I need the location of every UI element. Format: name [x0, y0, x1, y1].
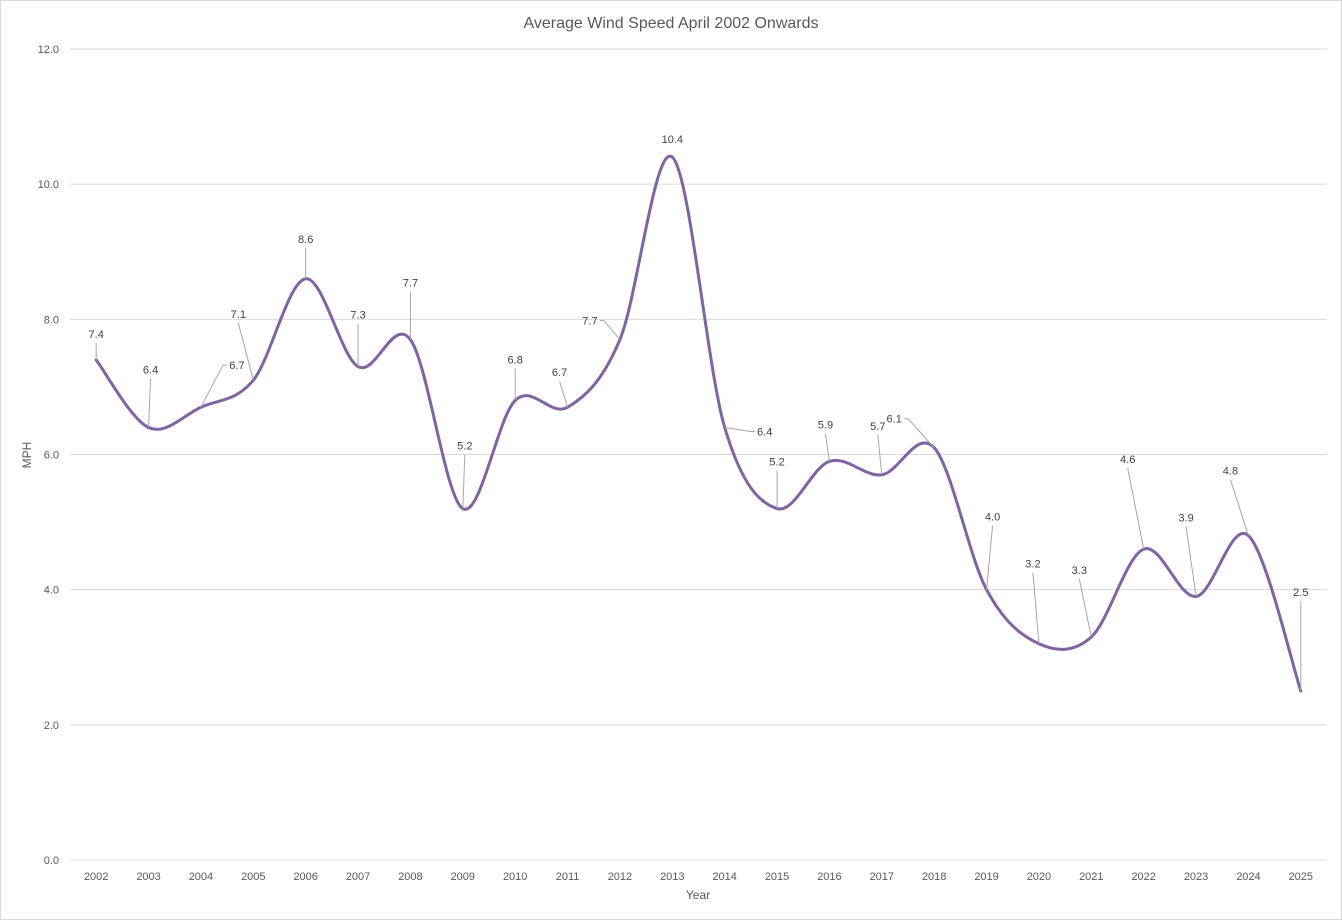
label-leader-line [1185, 526, 1197, 597]
x-tick-label: 2019 [974, 871, 998, 883]
data-label: 5.2 [769, 457, 784, 469]
data-label: 10.4 [662, 134, 683, 146]
x-tick-label: 2021 [1079, 871, 1103, 883]
label-leader-line [462, 454, 466, 509]
series-line [94, 154, 1303, 693]
data-label: 5.7 [870, 421, 885, 433]
x-tick-label: 2022 [1131, 871, 1155, 883]
label-leader-line [559, 381, 569, 408]
x-tick-label: 2012 [608, 871, 632, 883]
data-label: 4.6 [1120, 454, 1135, 466]
y-tick-label: 8.0 [44, 314, 59, 326]
label-leader-line [904, 418, 935, 449]
y-axis-title: MPH [20, 442, 34, 469]
data-label: 6.4 [757, 426, 772, 438]
data-label: 4.8 [1223, 466, 1238, 478]
label-leader-line [824, 433, 830, 462]
x-tick-label: 2017 [870, 871, 894, 883]
x-tick-label: 2008 [398, 871, 422, 883]
x-axis-ticks: 2002 2003 2004 2005 2006 2007 2008 2009 2010 2011… [84, 871, 1313, 883]
y-tick-label: 4.0 [44, 585, 59, 597]
label-leader-line [1229, 479, 1249, 536]
label-leader-line [986, 525, 994, 590]
data-label: 6.7 [552, 367, 567, 379]
x-tick-label: 2010 [503, 871, 527, 883]
x-tick-label: 2016 [817, 871, 841, 883]
data-label: 7.7 [403, 278, 418, 290]
label-leader-line [1078, 578, 1092, 638]
x-tick-label: 2002 [84, 871, 108, 883]
x-tick-label: 2013 [660, 871, 684, 883]
y-tick-label: 0.0 [44, 855, 59, 867]
data-label: 3.9 [1178, 512, 1193, 524]
data-label: 6.8 [508, 354, 523, 366]
data-label: 3.2 [1025, 559, 1040, 571]
y-axis-ticks: 0.0 2.0 4.0 6.0 8.0 10.0 12.0 [38, 44, 59, 867]
data-label: 6.4 [143, 364, 158, 376]
label-leader-line [200, 364, 227, 408]
label-leader-line [877, 434, 883, 475]
label-leader-line [1127, 468, 1145, 550]
data-label: 7.3 [350, 310, 365, 322]
x-tick-label: 2004 [189, 871, 213, 883]
label-leader-line [148, 378, 152, 428]
data-label: 6.7 [229, 360, 244, 372]
data-label: 4.0 [985, 512, 1000, 524]
x-tick-label: 2014 [712, 871, 736, 883]
x-tick-label: 2018 [922, 871, 946, 883]
x-tick-label: 2015 [765, 871, 789, 883]
data-label: 7.7 [582, 316, 597, 328]
x-tick-label: 2011 [556, 871, 580, 883]
data-label: 7.4 [89, 329, 104, 341]
data-label: 5.9 [818, 419, 833, 431]
data-point [670, 155, 674, 159]
y-tick-label: 10.0 [38, 179, 59, 191]
x-tick-label: 2024 [1236, 871, 1260, 883]
x-tick-label: 2025 [1289, 871, 1313, 883]
x-tick-label: 2009 [451, 871, 475, 883]
data-label: 5.2 [457, 441, 472, 453]
label-leader-line [599, 320, 621, 340]
label-leader-line [1032, 572, 1040, 644]
gridlines [70, 48, 1327, 861]
data-label: 7.1 [231, 309, 246, 321]
x-axis-title: Year [686, 888, 710, 902]
x-tick-label: 2006 [293, 871, 317, 883]
x-tick-label: 2005 [241, 871, 265, 883]
chart-title: Average Wind Speed April 2002 Onwards [524, 15, 819, 32]
data-label: 6.1 [887, 414, 902, 426]
data-label: 3.3 [1072, 565, 1087, 577]
series-wind-speed [94, 154, 1303, 693]
y-tick-label: 2.0 [44, 720, 59, 732]
data-label: 8.6 [298, 234, 313, 246]
label-leader-line [237, 323, 254, 381]
x-tick-label: 2023 [1184, 871, 1208, 883]
y-tick-label: 12.0 [38, 44, 59, 56]
label-leader-line [724, 426, 755, 432]
x-tick-label: 2003 [136, 871, 160, 883]
y-tick-label: 6.0 [44, 450, 59, 462]
data-labels: 7.4 6.4 6.7 7.1 8.6 7.3 7.7 5.2 6.8 6.7 7.7 10.4 6.4… [89, 134, 1308, 692]
x-tick-label: 2007 [346, 871, 370, 883]
data-label: 2.5 [1293, 587, 1308, 599]
x-tick-label: 2020 [1027, 871, 1051, 883]
